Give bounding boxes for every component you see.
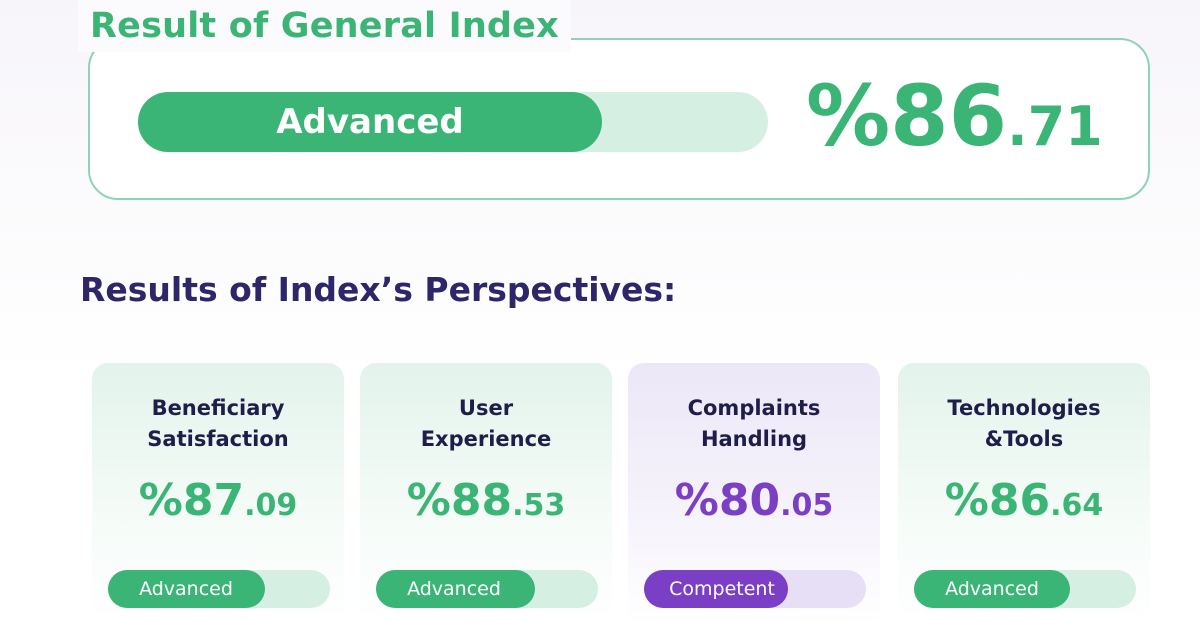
- perspective-card-value-minor: .53: [512, 488, 566, 523]
- perspective-card-level-label: Advanced: [945, 578, 1039, 600]
- general-index-value-minor: .71: [1007, 95, 1103, 158]
- perspective-card-title: User Experience: [360, 393, 612, 455]
- perspective-card-value-major: 86: [988, 475, 1051, 526]
- perspective-card-title-line2: Satisfaction: [147, 427, 289, 451]
- perspective-card-value-major: 80: [718, 475, 781, 526]
- perspective-card-value-major: 88: [450, 475, 513, 526]
- perspective-card-value-minor: .09: [244, 488, 298, 523]
- perspective-card-beneficiary-satisfaction: Beneficiary Satisfaction %87.09 Advanced: [92, 363, 344, 625]
- perspective-card-progress-track: Advanced: [376, 570, 598, 608]
- perspective-card-value: %88.53: [360, 475, 612, 526]
- general-index-title: Result of General Index: [90, 6, 559, 46]
- perspective-card-level-label: Advanced: [139, 578, 233, 600]
- perspective-card-progress-track: Advanced: [108, 570, 330, 608]
- perspective-card-percent-sign: %: [944, 475, 989, 526]
- perspective-card-title-line2: Experience: [420, 427, 552, 451]
- perspective-card-title-line2: &Tools: [984, 427, 1064, 451]
- perspective-card-percent-sign: %: [406, 475, 451, 526]
- perspective-card-progress-fill: [644, 570, 788, 608]
- general-index-progress-track: Advanced: [138, 92, 768, 152]
- general-index-level-label: Advanced: [276, 102, 464, 142]
- perspective-card-title: Complaints Handling: [628, 393, 880, 455]
- perspective-card-percent-sign: %: [138, 475, 183, 526]
- perspective-card-value-minor: .05: [780, 488, 834, 523]
- perspective-card-title-line1: Complaints: [687, 396, 821, 420]
- perspective-card-value-minor: .64: [1050, 488, 1104, 523]
- general-index-title-wrap: Result of General Index: [78, 0, 571, 52]
- perspective-card-technologies-tools: Technologies &Tools %86.64 Advanced: [898, 363, 1150, 625]
- perspective-card-complaints-handling: Complaints Handling %80.05 Competent: [628, 363, 880, 625]
- perspective-card-progress-fill: [108, 570, 265, 608]
- perspective-card-value: %80.05: [628, 475, 880, 526]
- perspectives-title: Results of Index’s Perspectives:: [80, 270, 677, 309]
- perspective-card-value: %87.09: [92, 475, 344, 526]
- perspective-card-value: %86.64: [898, 475, 1150, 526]
- perspective-card-title: Technologies &Tools: [898, 393, 1150, 455]
- perspective-card-value-major: 87: [182, 475, 245, 526]
- perspective-card-user-experience: User Experience %88.53 Advanced: [360, 363, 612, 625]
- general-index-value: %86.71: [806, 66, 1103, 166]
- perspective-card-title-line1: Beneficiary: [151, 396, 285, 420]
- perspective-card-progress-fill: [914, 570, 1070, 608]
- perspective-card-percent-sign: %: [674, 475, 719, 526]
- perspective-card-level-label: Competent: [669, 578, 775, 600]
- perspective-card-progress-fill: [376, 570, 535, 608]
- perspective-card-title-line1: Technologies: [947, 396, 1101, 420]
- perspective-card-title-line2: Handling: [700, 427, 808, 451]
- perspective-card-progress-track: Competent: [644, 570, 866, 608]
- general-index-value-major: 86: [890, 67, 1008, 165]
- perspective-card-title: Beneficiary Satisfaction: [92, 393, 344, 455]
- general-index-percent-sign: %: [806, 67, 891, 165]
- perspective-card-title-line1: User: [458, 396, 514, 420]
- perspective-card-level-label: Advanced: [407, 578, 501, 600]
- general-index-progress-fill: [138, 92, 602, 152]
- perspective-card-progress-track: Advanced: [914, 570, 1136, 608]
